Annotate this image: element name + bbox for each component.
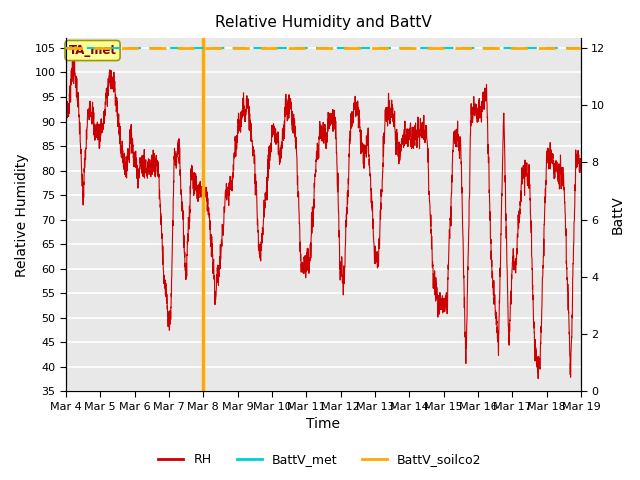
Legend: RH, BattV_met, BattV_soilco2: RH, BattV_met, BattV_soilco2 [154, 448, 486, 471]
X-axis label: Time: Time [307, 418, 340, 432]
Y-axis label: Relative Humidity: Relative Humidity [15, 153, 29, 276]
Text: TA_met: TA_met [68, 44, 116, 57]
Y-axis label: BattV: BattV [611, 195, 625, 234]
Title: Relative Humidity and BattV: Relative Humidity and BattV [215, 15, 432, 30]
